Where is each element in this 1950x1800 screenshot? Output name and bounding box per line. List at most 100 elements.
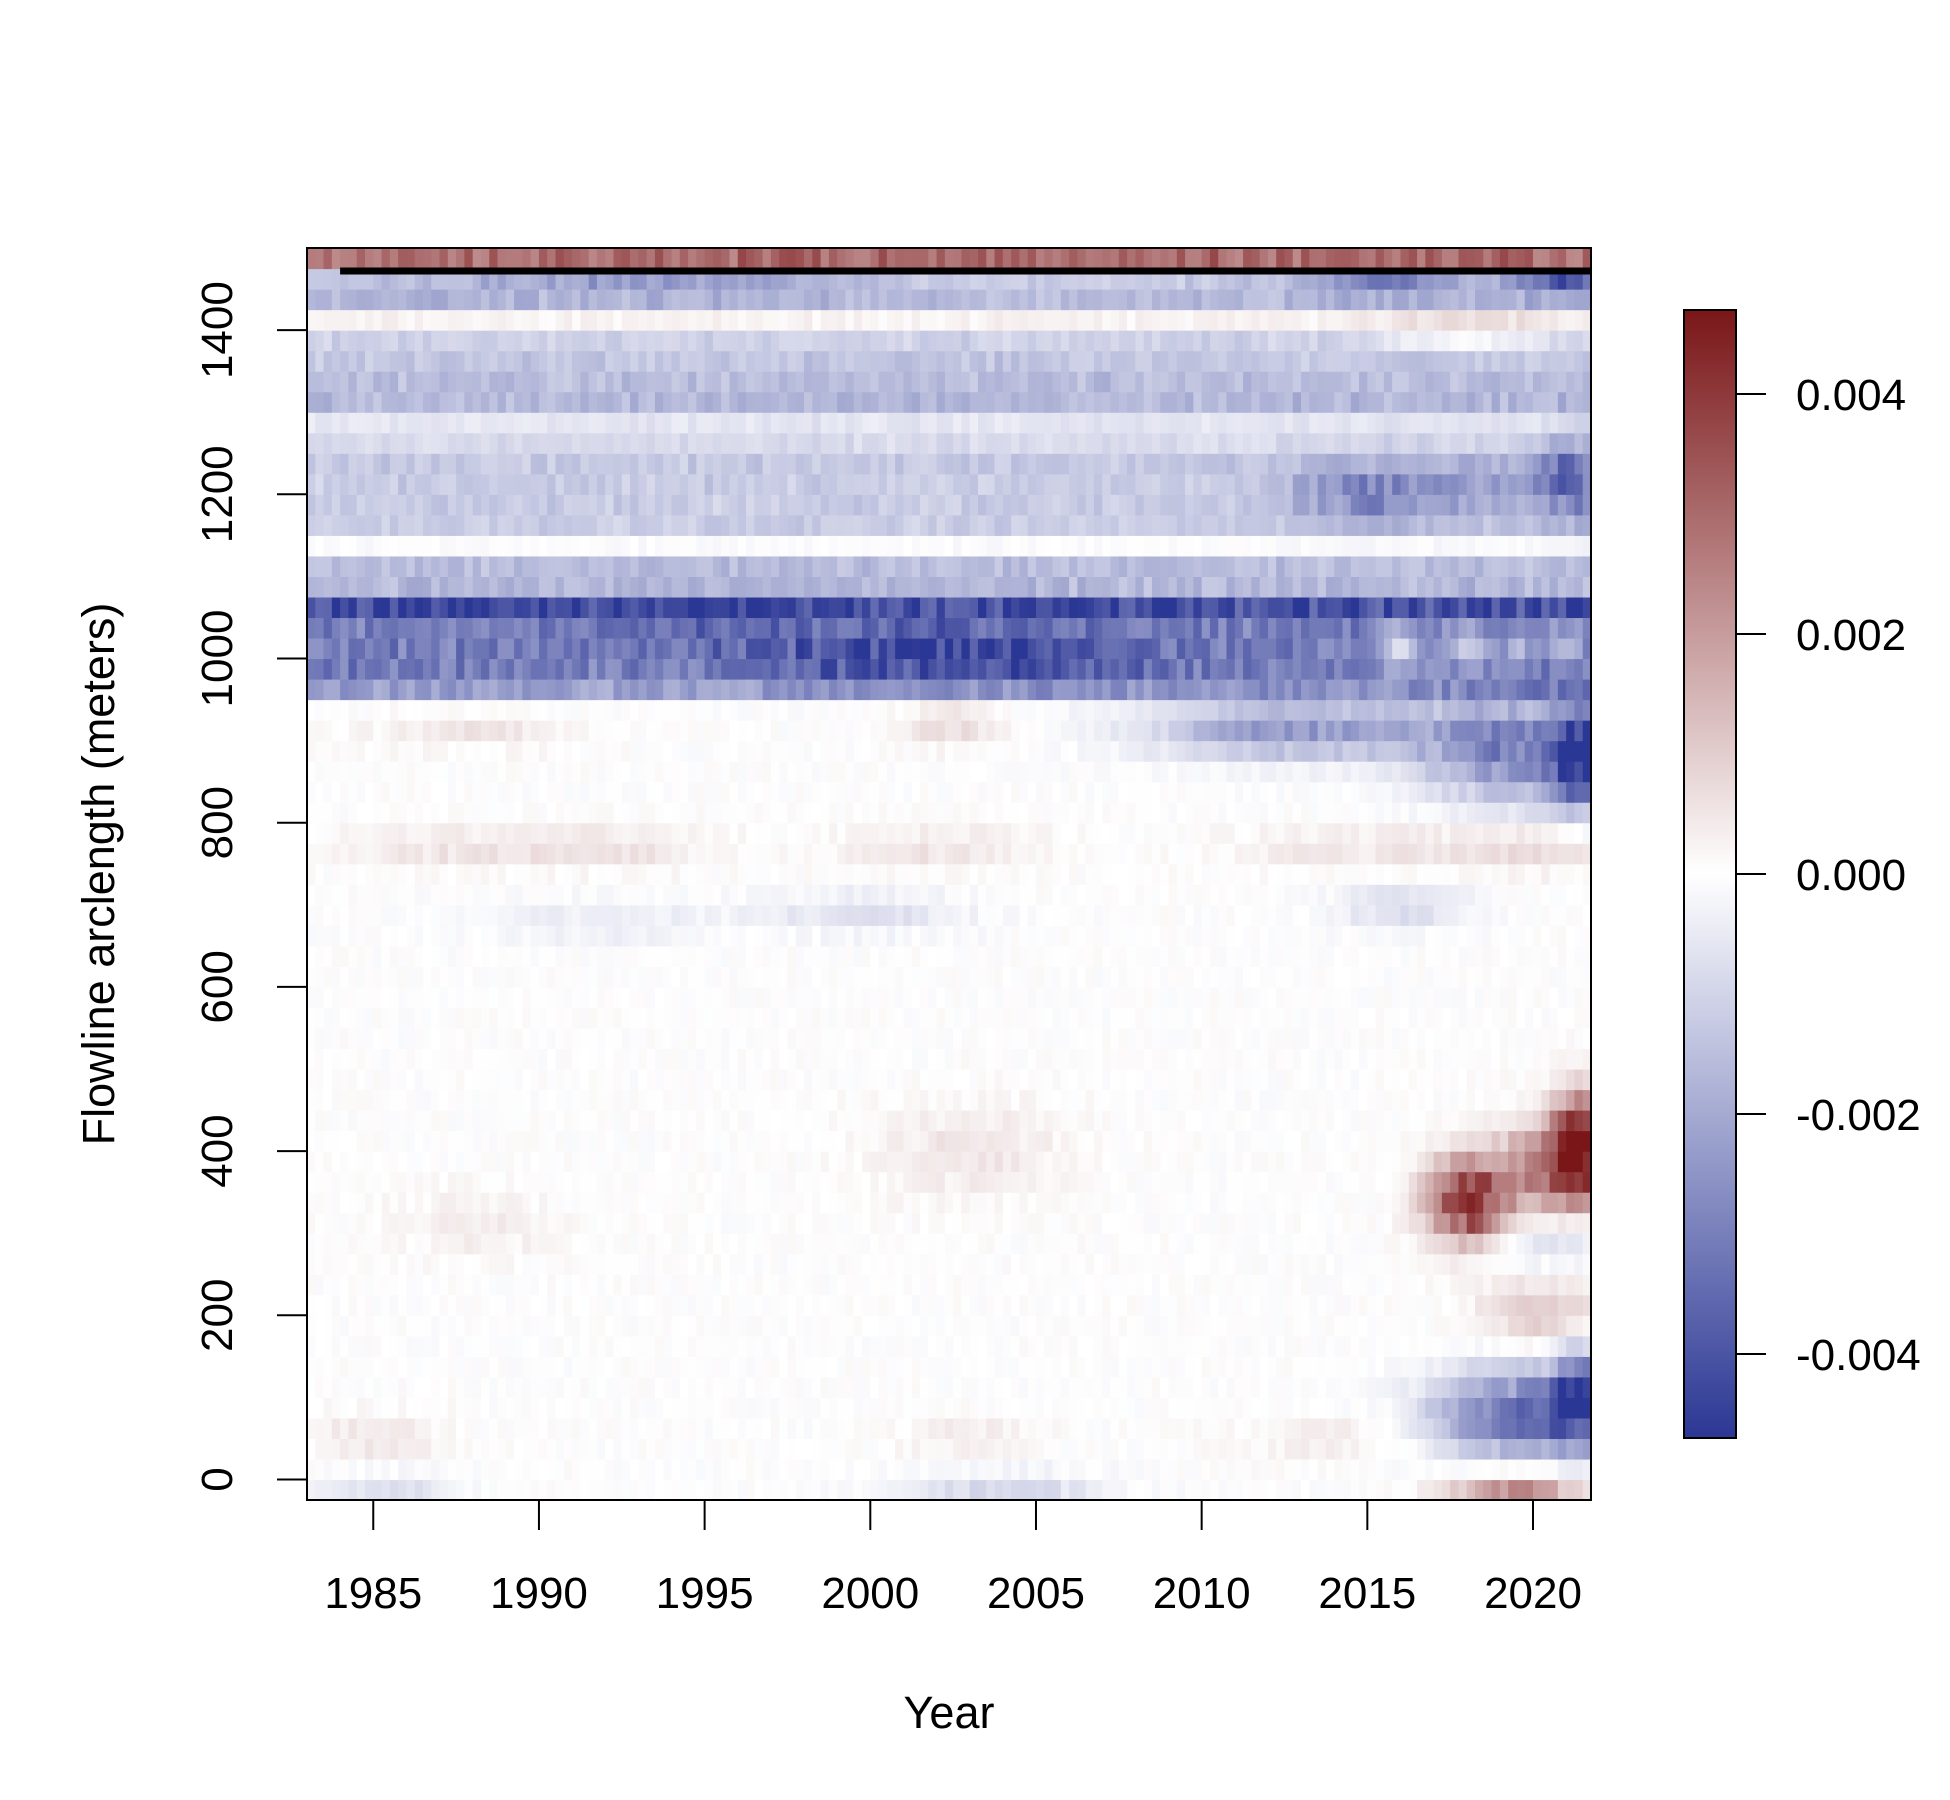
heatmap-cell xyxy=(514,720,523,742)
heatmap-cell xyxy=(862,1438,871,1460)
heatmap-cell xyxy=(886,1438,896,1460)
heatmap-cell xyxy=(621,309,631,331)
heatmap-cell xyxy=(323,309,333,331)
heatmap-cell xyxy=(530,904,540,926)
heatmap-cell xyxy=(572,1089,581,1111)
heatmap-cell xyxy=(514,371,523,393)
heatmap-cell xyxy=(373,1089,383,1111)
heatmap-cell xyxy=(754,863,764,885)
heatmap-cell xyxy=(654,617,664,639)
heatmap-cell xyxy=(812,1294,822,1316)
heatmap-cell xyxy=(688,1151,697,1173)
heatmap-cell xyxy=(547,1479,557,1501)
heatmap-cell xyxy=(555,1110,565,1132)
heatmap-cell xyxy=(621,884,631,906)
heatmap-cell xyxy=(480,391,490,413)
heatmap-cell xyxy=(704,1253,714,1275)
heatmap-cell xyxy=(920,637,929,660)
heatmap-cell xyxy=(414,843,424,865)
heatmap-cell xyxy=(398,843,407,865)
heatmap-cell xyxy=(837,555,847,577)
heatmap-cell xyxy=(505,1335,515,1357)
heatmap-cell xyxy=(837,576,847,598)
heatmap-cell xyxy=(555,1438,565,1460)
heatmap-cell xyxy=(522,1007,532,1029)
heatmap-cell xyxy=(920,822,929,844)
heatmap-cell xyxy=(447,1048,457,1070)
heatmap-cell xyxy=(746,1438,755,1460)
heatmap-cell xyxy=(704,781,714,803)
heatmap-cell xyxy=(464,1376,474,1398)
heatmap-cell xyxy=(770,740,780,762)
heatmap-cell xyxy=(746,1110,755,1132)
heatmap-cell xyxy=(364,391,374,413)
heatmap-cell xyxy=(472,1253,482,1275)
heatmap-cell xyxy=(381,371,391,393)
heatmap-cell xyxy=(696,289,706,311)
heatmap-cell xyxy=(712,945,722,967)
heatmap-cell xyxy=(456,945,465,967)
heatmap-cell xyxy=(621,822,631,844)
heatmap-cell xyxy=(654,945,664,967)
heatmap-cell xyxy=(340,822,350,844)
heatmap-cell xyxy=(779,1233,789,1255)
heatmap-cell xyxy=(886,494,896,516)
heatmap-cell xyxy=(464,1253,474,1275)
heatmap-cell xyxy=(580,1027,590,1050)
heatmap-cell xyxy=(596,494,606,516)
heatmap-cell xyxy=(547,781,557,803)
heatmap-cell xyxy=(456,986,465,1009)
heatmap-cell xyxy=(969,1233,979,1255)
heatmap-cell xyxy=(340,1458,350,1481)
heatmap-cell xyxy=(364,679,374,701)
heatmap-cell xyxy=(621,412,631,434)
heatmap-cell xyxy=(787,1253,797,1275)
heatmap-cell xyxy=(721,781,731,803)
heatmap-cell xyxy=(613,309,623,331)
heatmap-cell xyxy=(580,986,590,1009)
heatmap-cell xyxy=(340,617,350,639)
heatmap-cell xyxy=(712,1417,722,1440)
heatmap-cell xyxy=(439,514,449,536)
heatmap-cell xyxy=(331,1089,341,1111)
heatmap-cell xyxy=(431,494,441,516)
heatmap-cell xyxy=(439,1376,449,1398)
heatmap-cell xyxy=(447,1479,457,1501)
heatmap-cell xyxy=(497,371,507,393)
heatmap-cell xyxy=(895,1356,905,1378)
heatmap-cell xyxy=(547,330,557,352)
heatmap-cell xyxy=(770,658,780,680)
heatmap-cell xyxy=(886,1068,896,1091)
heatmap-cell xyxy=(944,699,954,721)
heatmap-cell xyxy=(547,1335,557,1357)
heatmap-cell xyxy=(754,1027,764,1050)
heatmap-cell xyxy=(588,1233,598,1255)
heatmap-cell xyxy=(646,576,656,598)
heatmap-cell xyxy=(977,925,987,947)
heatmap-cell xyxy=(804,699,813,721)
heatmap-cell xyxy=(398,453,407,475)
heatmap-cell xyxy=(679,1253,689,1275)
heatmap-cell xyxy=(663,699,673,721)
heatmap-cell xyxy=(895,494,905,516)
heatmap-cell xyxy=(936,637,946,660)
heatmap-cell xyxy=(845,494,855,516)
heatmap-cell xyxy=(688,637,697,660)
heatmap-cell xyxy=(323,802,333,824)
heatmap-cell xyxy=(464,268,474,290)
heatmap-cell xyxy=(961,637,971,660)
heatmap-cell xyxy=(621,371,631,393)
heatmap-cell xyxy=(373,1479,383,1501)
heatmap-cell xyxy=(878,1335,888,1357)
heatmap-cell xyxy=(588,658,598,680)
heatmap-cell xyxy=(638,473,648,495)
heatmap-cell xyxy=(812,720,822,742)
heatmap-cell xyxy=(638,1233,648,1255)
heatmap-cell xyxy=(886,1130,896,1152)
heatmap-cell xyxy=(414,1130,424,1152)
heatmap-cell xyxy=(696,1048,706,1070)
heatmap-cell xyxy=(364,802,374,824)
heatmap-cell xyxy=(654,535,664,557)
heatmap-cell xyxy=(464,432,474,454)
heatmap-cell xyxy=(828,781,838,803)
